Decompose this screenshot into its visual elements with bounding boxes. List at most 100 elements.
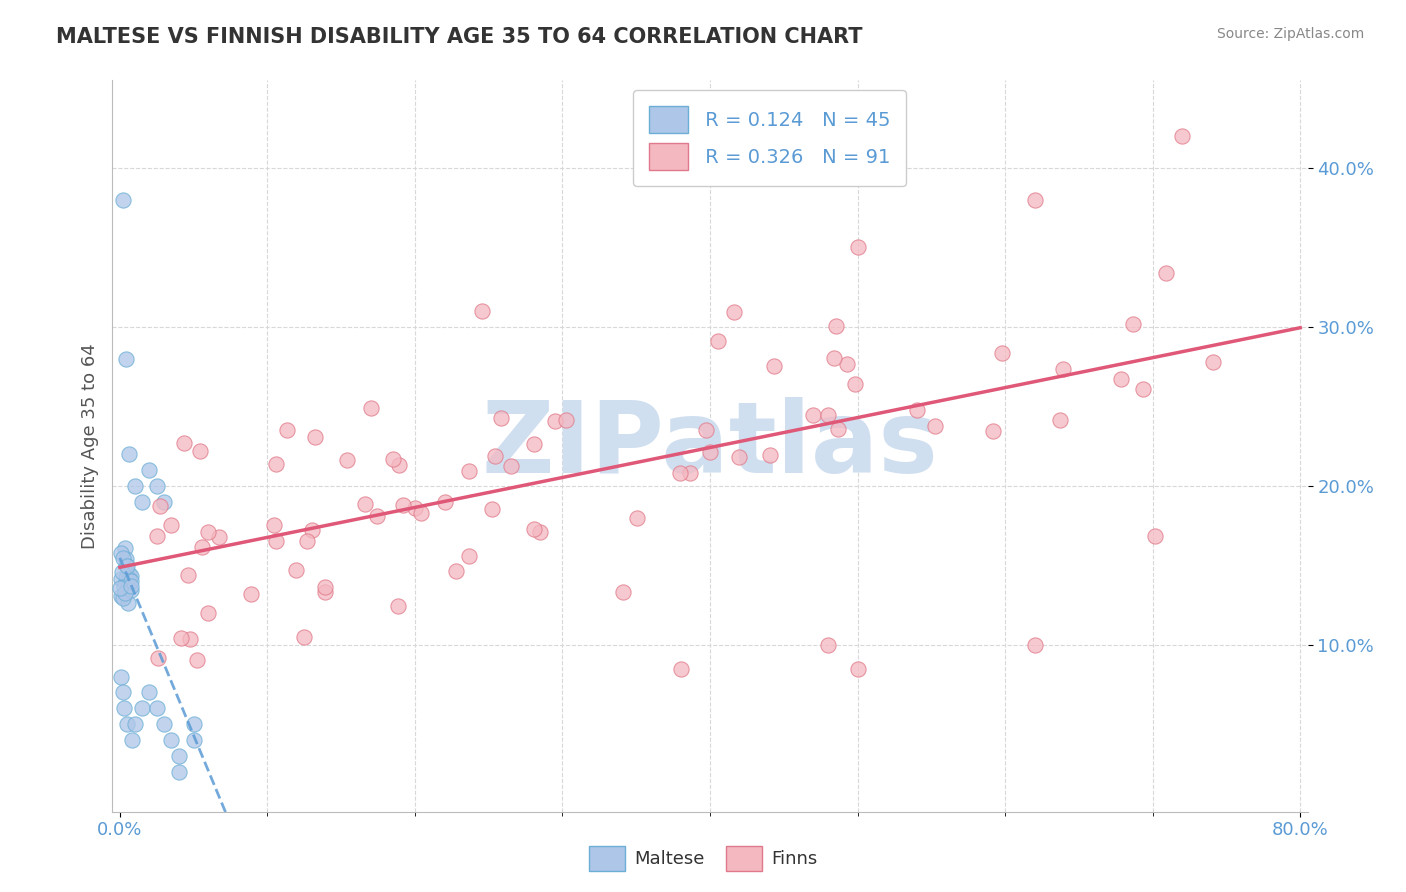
Point	[111, 565, 134, 579]
Point	[1132, 382, 1154, 396]
Point	[263, 518, 285, 533]
Point	[827, 422, 849, 436]
Point	[110, 546, 132, 560]
Point	[434, 495, 457, 509]
Point	[145, 479, 167, 493]
Point	[177, 568, 200, 582]
Point	[114, 571, 136, 585]
Point	[111, 685, 134, 699]
Point	[801, 408, 824, 422]
Point	[120, 574, 142, 588]
Point	[626, 510, 648, 524]
Point	[499, 459, 522, 474]
Point	[112, 701, 135, 715]
Point	[523, 522, 546, 536]
Point	[707, 334, 730, 349]
Point	[115, 717, 138, 731]
Point	[409, 506, 432, 520]
Point	[728, 450, 751, 465]
Point	[240, 587, 263, 601]
Point	[120, 579, 142, 593]
Point	[186, 653, 208, 667]
Point	[723, 305, 745, 319]
Point	[1109, 372, 1132, 386]
Point	[138, 463, 160, 477]
Point	[110, 590, 132, 604]
Point	[481, 502, 503, 516]
Point	[699, 445, 721, 459]
Point	[188, 444, 211, 458]
Point	[388, 458, 411, 472]
Legend: Maltese, Finns: Maltese, Finns	[582, 838, 824, 879]
Point	[124, 479, 146, 493]
Point	[124, 717, 146, 731]
Point	[197, 525, 219, 540]
Point	[183, 717, 205, 731]
Point	[1024, 193, 1046, 207]
Point	[301, 524, 323, 538]
Point	[336, 453, 359, 467]
Point	[285, 562, 308, 576]
Point	[117, 596, 139, 610]
Point	[824, 318, 846, 333]
Point	[118, 566, 141, 581]
Point	[522, 437, 544, 451]
Point	[555, 413, 578, 427]
Point	[1171, 128, 1194, 143]
Point	[844, 376, 866, 391]
Point	[110, 669, 132, 683]
Point	[118, 572, 141, 586]
Point	[153, 717, 176, 731]
Point	[304, 430, 326, 444]
Point	[114, 558, 136, 573]
Point	[981, 424, 1004, 438]
Point	[146, 529, 169, 543]
Point	[1154, 267, 1177, 281]
Point	[381, 452, 404, 467]
Point	[387, 599, 409, 613]
Point	[197, 606, 219, 620]
Point	[117, 579, 139, 593]
Point	[170, 631, 193, 645]
Point	[114, 541, 136, 555]
Point	[314, 580, 336, 594]
Point	[167, 764, 190, 779]
Point	[823, 351, 845, 365]
Point	[392, 498, 415, 512]
Point	[148, 650, 170, 665]
Point	[759, 448, 782, 462]
Point	[173, 436, 195, 450]
Point	[695, 423, 717, 437]
Point	[145, 701, 167, 715]
Text: MALTESE VS FINNISH DISABILITY AGE 35 TO 64 CORRELATION CHART: MALTESE VS FINNISH DISABILITY AGE 35 TO …	[56, 27, 863, 46]
Point	[118, 447, 141, 461]
Point	[458, 465, 481, 479]
Point	[846, 240, 869, 254]
Point	[1122, 317, 1144, 331]
Point	[817, 408, 839, 422]
Point	[404, 500, 426, 515]
Text: ZIPatlas: ZIPatlas	[482, 398, 938, 494]
Point	[679, 466, 702, 480]
Point	[131, 494, 153, 508]
Point	[112, 580, 135, 594]
Point	[167, 749, 190, 764]
Point	[484, 449, 506, 463]
Point	[444, 564, 467, 578]
Point	[458, 549, 481, 563]
Point	[1049, 413, 1071, 427]
Point	[266, 533, 288, 548]
Point	[360, 401, 382, 415]
Point	[314, 584, 336, 599]
Y-axis label: Disability Age 35 to 64: Disability Age 35 to 64	[80, 343, 98, 549]
Point	[763, 359, 786, 373]
Point	[111, 193, 134, 207]
Point	[991, 346, 1014, 360]
Point	[668, 467, 690, 481]
Point	[529, 524, 551, 539]
Point	[1202, 354, 1225, 368]
Point	[120, 583, 142, 598]
Point	[612, 585, 634, 599]
Point	[120, 568, 142, 582]
Point	[153, 494, 176, 508]
